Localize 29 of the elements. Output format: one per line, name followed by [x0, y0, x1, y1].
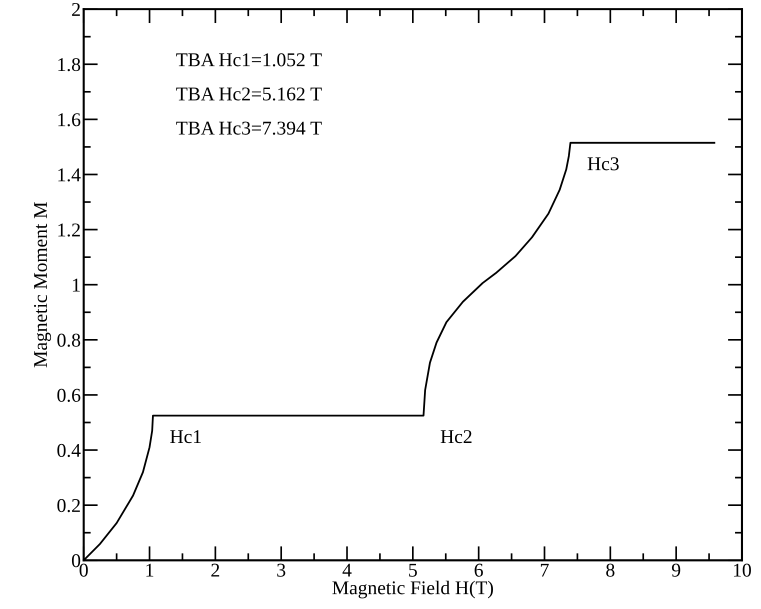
- y-tick-label: 1.8: [58, 58, 80, 72]
- annotation: Hc1: [170, 430, 201, 444]
- annotation: TBA Hc1=1.052 T: [176, 53, 322, 66]
- x-tick-label: 3: [277, 564, 286, 577]
- y-tick-label: 2: [72, 3, 80, 16]
- x-tick-label: 9: [672, 564, 680, 577]
- y-tick-label: 1.2: [58, 223, 80, 237]
- x-tick-label: 5: [409, 564, 417, 577]
- y-tick-label: 0.6: [57, 388, 80, 402]
- y-tick-label: 1: [72, 278, 80, 292]
- y-tick-label: 1.6: [58, 113, 80, 126]
- y-tick-label: 1.4: [58, 168, 81, 182]
- x-tick-label: 2: [211, 564, 220, 577]
- x-tick-label: 8: [606, 564, 614, 577]
- x-tick-label: 4: [342, 564, 352, 577]
- annotation: TBA Hc3=7.394 T: [176, 122, 322, 135]
- annotation: Hc3: [588, 157, 619, 170]
- x-tick-label: 10: [734, 564, 751, 577]
- y-tick-label: 0.2: [57, 498, 80, 512]
- x-tick-label: 7: [540, 564, 549, 577]
- annotation: TBA Hc2=5.162 T: [176, 87, 322, 101]
- y-tick-label: 0.4: [57, 444, 81, 458]
- y-axis-title: Magnetic Moment M: [34, 202, 52, 368]
- x-tick-label: 6: [474, 564, 483, 577]
- x-tick-label: 1: [146, 564, 154, 577]
- y-tick-label: 0.8: [57, 334, 80, 347]
- annotation: Hc2: [440, 430, 472, 444]
- y-tick-label: 0: [72, 554, 80, 568]
- x-axis-title: Magnetic Field H(T): [332, 580, 493, 598]
